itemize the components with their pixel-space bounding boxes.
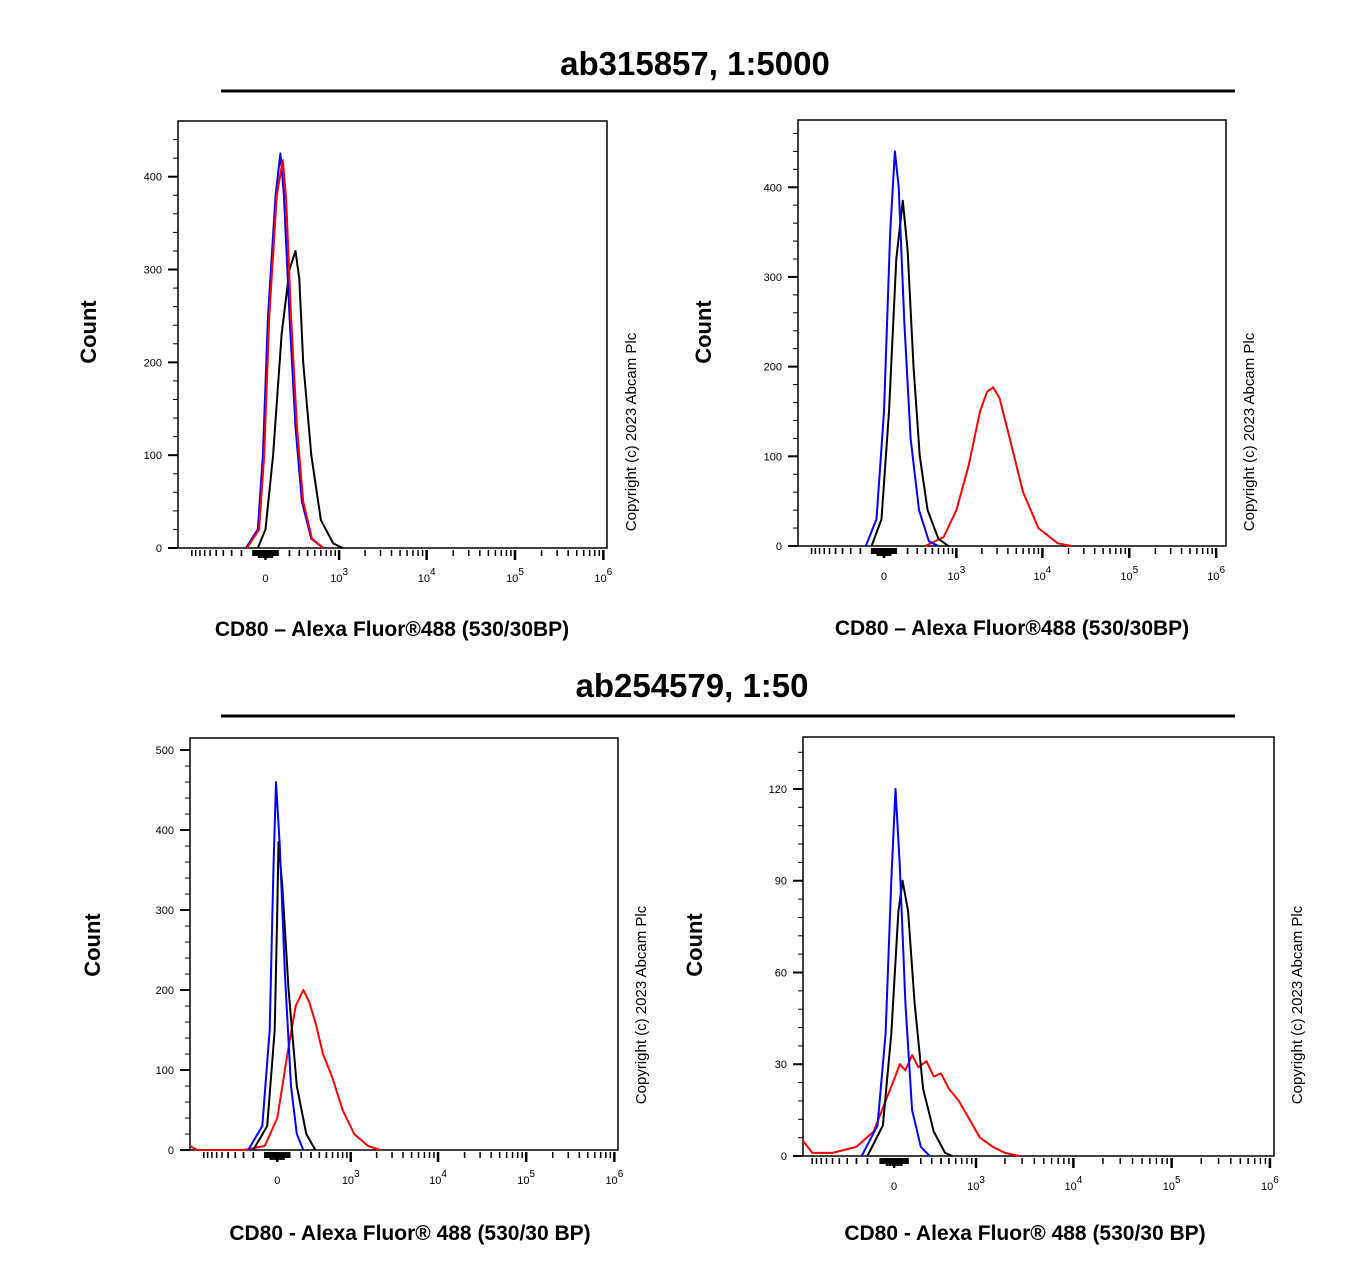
- histogram-series-2: [870, 199, 949, 547]
- x-tick-label: 103: [967, 1175, 985, 1193]
- section-title-2: ab254579, 1:50: [575, 667, 808, 704]
- x-tick-label: 104: [1064, 1175, 1082, 1193]
- y-tick-label: 300: [144, 265, 162, 277]
- y-tick-label: 300: [156, 905, 174, 917]
- copyright-watermark: Copyright (c) 2023 Abcam Plc: [633, 905, 650, 1104]
- histogram-series-1: [802, 1054, 1020, 1157]
- y-tick-label: 500: [156, 745, 174, 757]
- x-axis-label: CD80 - Alexa Fluor® 488 (530/30 BP): [844, 1222, 1205, 1245]
- y-tick-label: 100: [144, 450, 162, 462]
- y-axis-label: Count: [80, 913, 105, 977]
- y-tick-label: 60: [775, 967, 787, 979]
- plot-frame: [802, 736, 1275, 1157]
- y-tick-label: 120: [769, 784, 787, 796]
- histogram-series-3: [246, 159, 325, 549]
- y-tick-label: 200: [156, 985, 174, 997]
- copyright-watermark: Copyright (c) 2023 Abcam Plc: [1241, 332, 1258, 531]
- x-tick-label: 105: [517, 1169, 535, 1187]
- copyright-watermark: Copyright (c) 2023 Abcam Plc: [1289, 905, 1306, 1104]
- x-tick-label: 0: [891, 1181, 897, 1193]
- histogram-panel-4: 0 30 60 90 120 0 103 104 105 106 Count CD80 - Alexa…: [682, 736, 1306, 1245]
- histogram-series-3: [864, 150, 939, 547]
- plot-frame: [177, 120, 608, 549]
- x-axis-label: CD80 - Alexa Fluor® 488 (530/30 BP): [229, 1222, 590, 1245]
- histogram-panel-1: 0 100 200 300 400 0 103 104 105 106 Count CD80 – Al…: [76, 120, 640, 641]
- y-tick-label: 90: [775, 876, 787, 888]
- histogram-series-3: [860, 788, 931, 1157]
- x-tick-label: 0: [262, 573, 268, 585]
- histogram-series-2: [866, 879, 953, 1157]
- histogram-series-1: [256, 250, 344, 549]
- x-tick-label: 103: [342, 1169, 360, 1187]
- histogram-panel-3: 0 100 200 300 400 500 0 103 104 105 106 Count CD80 -…: [80, 737, 650, 1245]
- y-tick-label: 0: [776, 541, 782, 553]
- x-tick-label: 103: [947, 565, 965, 583]
- x-tick-label: 106: [605, 1169, 623, 1187]
- histogram-series-3: [247, 781, 305, 1151]
- plot-frame: [797, 119, 1227, 547]
- x-tick-label: 106: [1207, 565, 1225, 583]
- y-tick-label: 100: [764, 451, 782, 463]
- x-tick-label: 105: [1163, 1175, 1181, 1193]
- x-tick-label: 106: [1261, 1175, 1279, 1193]
- x-tick-label: 104: [429, 1169, 447, 1187]
- x-tick-label: 105: [1120, 565, 1138, 583]
- y-axis-label: Count: [76, 300, 101, 364]
- y-tick-label: 0: [168, 1145, 174, 1157]
- y-tick-label: 200: [144, 357, 162, 369]
- histogram-series-1: [189, 989, 381, 1151]
- y-tick-label: 300: [764, 272, 782, 284]
- y-tick-label: 400: [156, 825, 174, 837]
- x-tick-label: 104: [418, 567, 436, 585]
- y-tick-label: 400: [764, 182, 782, 194]
- y-tick-label: 0: [781, 1151, 787, 1163]
- x-tick-label: 106: [594, 567, 612, 585]
- y-tick-label: 400: [144, 172, 162, 184]
- y-tick-label: 30: [775, 1059, 787, 1071]
- x-axis-label: CD80 – Alexa Fluor®488 (530/30BP): [215, 618, 569, 641]
- y-tick-label: 100: [156, 1065, 174, 1077]
- x-tick-label: 0: [274, 1175, 280, 1187]
- y-axis-label: Count: [691, 300, 716, 364]
- x-tick-label: 105: [506, 567, 524, 585]
- histogram-panel-2: 0 100 200 300 400 0 103 104 105 106 Count CD80 – Al…: [691, 119, 1258, 640]
- x-tick-label: 103: [330, 567, 348, 585]
- y-axis-label: Count: [682, 913, 707, 977]
- x-tick-label: 104: [1033, 565, 1051, 583]
- histogram-series-1: [924, 386, 1073, 547]
- x-axis-label: CD80 – Alexa Fluor®488 (530/30BP): [835, 617, 1189, 640]
- section-title-1: ab315857, 1:5000: [560, 45, 830, 82]
- y-tick-label: 0: [156, 543, 162, 555]
- y-tick-label: 200: [764, 362, 782, 374]
- plot-frame: [189, 737, 619, 1151]
- x-tick-label: 0: [881, 571, 887, 583]
- histogram-series-2: [245, 152, 324, 549]
- copyright-watermark: Copyright (c) 2023 Abcam Plc: [623, 332, 640, 531]
